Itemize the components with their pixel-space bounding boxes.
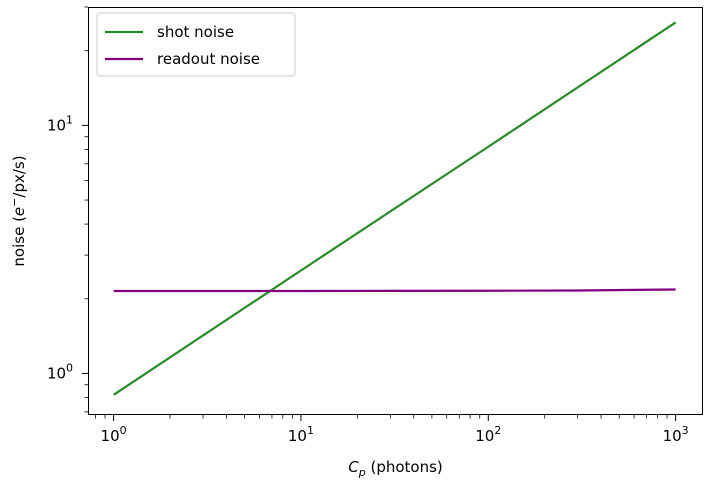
legend: shot noise readout noise xyxy=(96,12,296,77)
x-tick-label-exp: 3 xyxy=(682,424,689,437)
x-tick-label-base: 10 xyxy=(475,427,494,445)
x-tick-label: 103 xyxy=(663,424,689,445)
x-axis-label: Cp (photons) xyxy=(348,458,443,479)
x-tick-label-exp: 2 xyxy=(494,424,501,437)
y-axis-label-pre: noise ( xyxy=(10,216,28,267)
y-tick-label: 100 xyxy=(47,361,73,382)
x-tick-label: 101 xyxy=(288,424,314,445)
x-axis-label-main: C xyxy=(348,458,359,476)
x-tick-label-exp: 0 xyxy=(120,424,127,437)
legend-label-0: shot noise xyxy=(157,23,234,41)
legend-label-1: readout noise xyxy=(157,50,260,68)
series-layer xyxy=(113,21,677,396)
x-tick-label-exp: 1 xyxy=(307,424,314,437)
y-axis-label: noise (e−/px/s) xyxy=(8,155,28,266)
y-tick-label-base: 10 xyxy=(47,364,66,382)
x-axis-label-rest: (photons) xyxy=(366,458,443,476)
axes-frame xyxy=(88,7,703,415)
y-axis-label-base: e xyxy=(10,207,28,216)
x-tick-label-base: 10 xyxy=(288,427,307,445)
series-line-1 xyxy=(113,288,676,293)
y-tick-label-exp: 0 xyxy=(66,361,73,374)
y-tick-label: 101 xyxy=(47,113,73,134)
x-axis-ticks: 100 101 102 103 xyxy=(95,415,689,445)
y-axis-label-sup: − xyxy=(8,198,21,207)
y-axis-label-post: /px/s) xyxy=(10,155,28,197)
y-tick-label-exp: 1 xyxy=(66,113,73,126)
x-tick-label-base: 10 xyxy=(101,427,120,445)
x-axis-label-sub: p xyxy=(358,466,366,479)
y-tick-label-base: 10 xyxy=(47,116,66,134)
x-tick-label: 102 xyxy=(475,424,501,445)
series-line-0 xyxy=(113,21,677,396)
x-tick-label: 100 xyxy=(101,424,127,445)
legend-box xyxy=(96,12,296,77)
x-tick-label-base: 10 xyxy=(663,427,682,445)
